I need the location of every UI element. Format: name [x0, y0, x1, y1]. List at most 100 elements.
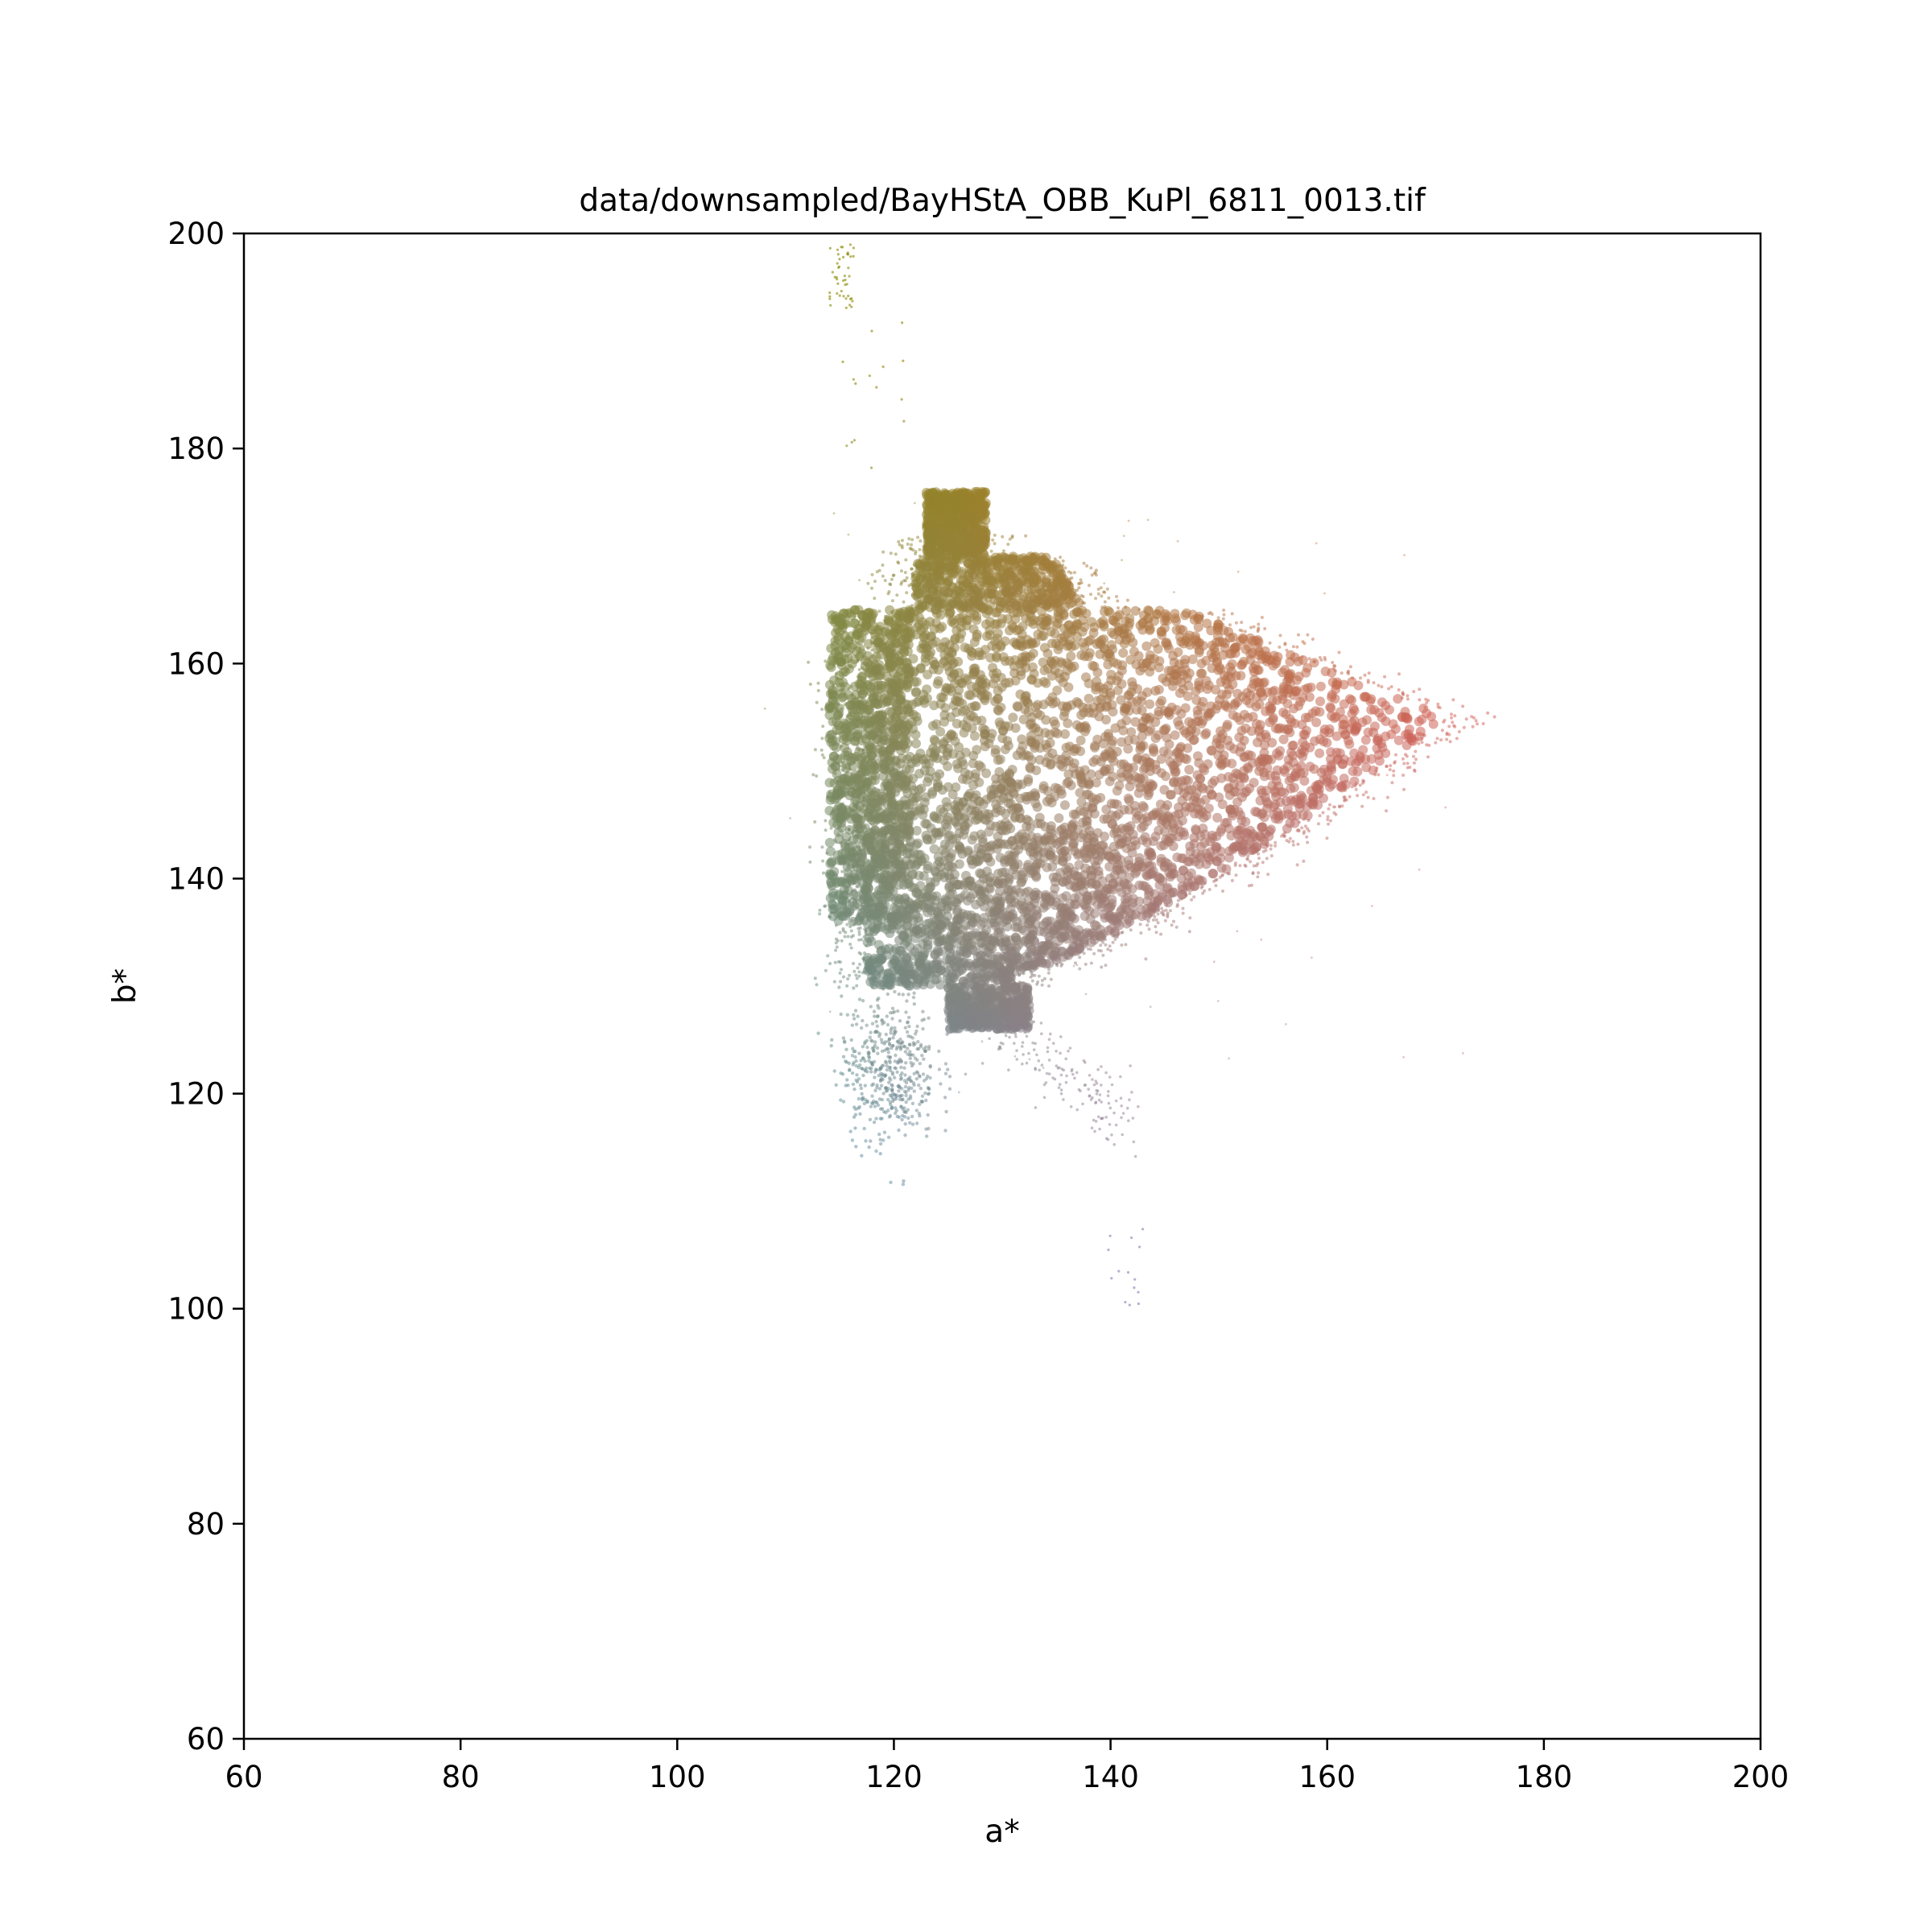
scatter-point	[1015, 812, 1025, 823]
scatter-point	[931, 772, 942, 782]
scatter-point	[1135, 740, 1146, 750]
scatter-point	[927, 638, 938, 649]
scatter-point	[960, 642, 970, 653]
scatter-point	[1125, 654, 1136, 665]
scatter-point	[1377, 712, 1387, 723]
scatter-point	[1125, 782, 1135, 791]
scatter-point	[982, 874, 993, 885]
scatter-point	[963, 615, 972, 625]
scatter-point	[889, 947, 899, 957]
scatter-point	[1360, 735, 1371, 745]
scatter-point	[1183, 691, 1193, 701]
scatter-point	[1170, 768, 1180, 778]
scatter-point	[1327, 779, 1337, 790]
scatter-point	[1408, 736, 1418, 746]
scatter-point	[1155, 699, 1165, 708]
scatter-point	[1291, 811, 1302, 821]
scatter-point	[1241, 723, 1251, 733]
scatter-point	[992, 653, 1002, 663]
scatter-point	[1000, 935, 1010, 946]
scatter-point	[1038, 783, 1049, 794]
scatter-point	[1076, 778, 1087, 788]
scatter-point	[1128, 681, 1138, 691]
scatter-point	[1176, 637, 1187, 647]
scatter-point	[1081, 672, 1091, 683]
scatter-point	[876, 954, 886, 964]
scatter-point	[1220, 638, 1230, 648]
scatter-point	[1339, 699, 1349, 709]
scatter-point	[1056, 633, 1067, 643]
scatter-point	[1300, 741, 1311, 751]
scatter-point	[1141, 658, 1152, 668]
scatter-point	[933, 781, 943, 791]
scatter-point	[1101, 764, 1112, 774]
scatter-point	[976, 829, 986, 840]
scatter-point	[1241, 644, 1251, 654]
scatter-point	[995, 795, 1005, 806]
scatter-point	[1059, 711, 1069, 721]
scatter-point	[1133, 788, 1144, 799]
scatter-point	[1034, 726, 1044, 737]
scatter-point	[1088, 628, 1099, 638]
scatter-point	[938, 602, 948, 613]
scatter-point	[957, 699, 968, 708]
scatter-point	[995, 898, 1005, 909]
scatter-point	[1002, 613, 1013, 624]
scatter-point	[1069, 744, 1080, 754]
scatter-point	[921, 758, 931, 769]
scatter-point	[1281, 709, 1291, 720]
scatter-point	[1143, 605, 1154, 615]
scatter-point	[1023, 886, 1034, 897]
scatter-point	[1046, 626, 1056, 637]
scatter-point	[1101, 804, 1112, 815]
scatter-point	[1107, 700, 1117, 710]
scatter-point	[987, 576, 997, 587]
scatter-point	[884, 974, 894, 985]
scatter-point	[919, 980, 928, 990]
scatter-point	[1101, 715, 1111, 724]
scatter-point	[947, 648, 957, 658]
scatter-point	[1063, 718, 1073, 729]
scatter-point	[1057, 835, 1067, 845]
scatter-point	[1112, 865, 1122, 875]
scatter-point	[1081, 609, 1092, 619]
scatter-point	[1130, 605, 1141, 616]
scatter-point	[1232, 712, 1242, 722]
scatter-point	[1257, 753, 1267, 764]
scatter-point	[967, 723, 977, 733]
scatter-point	[1178, 865, 1188, 876]
scatter-point	[1080, 929, 1090, 939]
scatter-point	[968, 750, 979, 761]
scatter-point	[1189, 832, 1199, 843]
scatter-point	[927, 789, 937, 799]
scatter-point	[938, 844, 948, 855]
scatter-point	[964, 788, 975, 799]
scatter-point	[1256, 732, 1266, 742]
scatter-point	[1108, 879, 1118, 889]
scatter-point	[1255, 720, 1265, 730]
scatter-point	[1008, 553, 1018, 564]
scatter-point	[1224, 790, 1235, 800]
scatter-point	[922, 833, 932, 844]
scatter-point	[1237, 847, 1248, 857]
scatter-point	[940, 703, 951, 713]
scatter-point	[967, 835, 977, 845]
scatter-point	[1038, 847, 1049, 857]
scatter-point	[1351, 758, 1361, 769]
scatter-point	[928, 720, 938, 731]
scatter-point	[1233, 807, 1244, 817]
scatter-point	[963, 845, 973, 856]
scatter-point	[1130, 840, 1141, 850]
scatter-point	[1303, 712, 1314, 723]
scatter-point	[1145, 699, 1155, 709]
scatter-point	[1123, 744, 1133, 754]
scatter-point	[1068, 841, 1078, 852]
scatter-point	[915, 663, 926, 673]
scatter-point	[972, 716, 982, 725]
scatter-point	[921, 620, 931, 630]
scatter-point	[1099, 619, 1109, 630]
scatter-point	[939, 656, 950, 667]
scatter-point	[1165, 672, 1175, 683]
scatter-point	[1257, 691, 1268, 701]
